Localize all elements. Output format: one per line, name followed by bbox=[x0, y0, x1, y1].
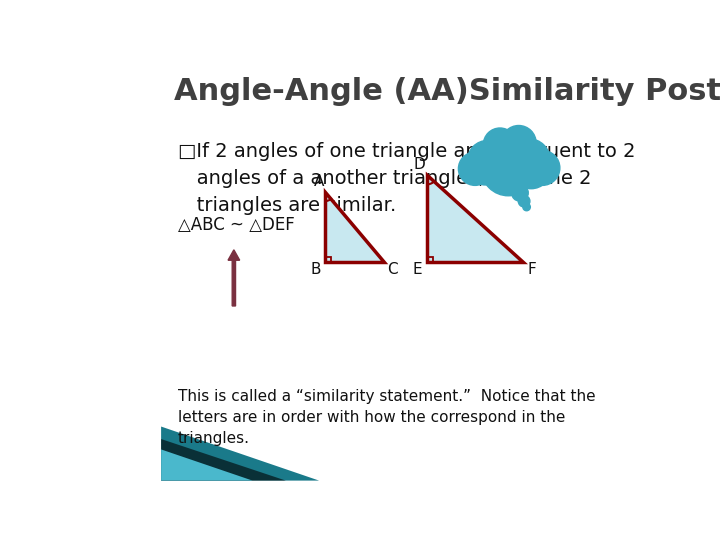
Circle shape bbox=[459, 152, 492, 185]
Text: □If 2 angles of one triangle are congruent to 2
   angles of a another triangles: □If 2 angles of one triangle are congrue… bbox=[178, 141, 635, 215]
Circle shape bbox=[525, 151, 560, 185]
Text: A: A bbox=[314, 174, 324, 188]
Circle shape bbox=[467, 140, 508, 180]
Polygon shape bbox=[161, 449, 253, 481]
Text: C: C bbox=[387, 262, 398, 277]
Text: B: B bbox=[311, 262, 321, 277]
Circle shape bbox=[523, 203, 531, 211]
Text: Angle-Angle (AA)Similarity Postulate: Angle-Angle (AA)Similarity Postulate bbox=[174, 77, 720, 106]
Circle shape bbox=[508, 139, 550, 180]
Text: E: E bbox=[412, 262, 422, 277]
Circle shape bbox=[512, 185, 528, 201]
Circle shape bbox=[482, 139, 534, 191]
Text: This is called a “similarity statement.”  Notice that the
letters are in order w: This is called a “similarity statement.”… bbox=[178, 389, 595, 446]
Bar bbox=[427, 257, 433, 262]
Circle shape bbox=[518, 195, 530, 207]
FancyArrow shape bbox=[228, 250, 240, 306]
Text: F: F bbox=[528, 262, 536, 277]
Circle shape bbox=[467, 148, 504, 185]
Polygon shape bbox=[325, 192, 384, 262]
Text: △ABC ~ △DEF: △ABC ~ △DEF bbox=[178, 216, 294, 234]
Circle shape bbox=[511, 149, 551, 188]
Text: D: D bbox=[414, 157, 426, 172]
Circle shape bbox=[481, 141, 535, 196]
Polygon shape bbox=[427, 175, 523, 262]
Circle shape bbox=[483, 128, 517, 161]
Circle shape bbox=[501, 125, 536, 160]
Polygon shape bbox=[161, 439, 286, 481]
Bar bbox=[325, 257, 330, 262]
Polygon shape bbox=[161, 427, 319, 481]
